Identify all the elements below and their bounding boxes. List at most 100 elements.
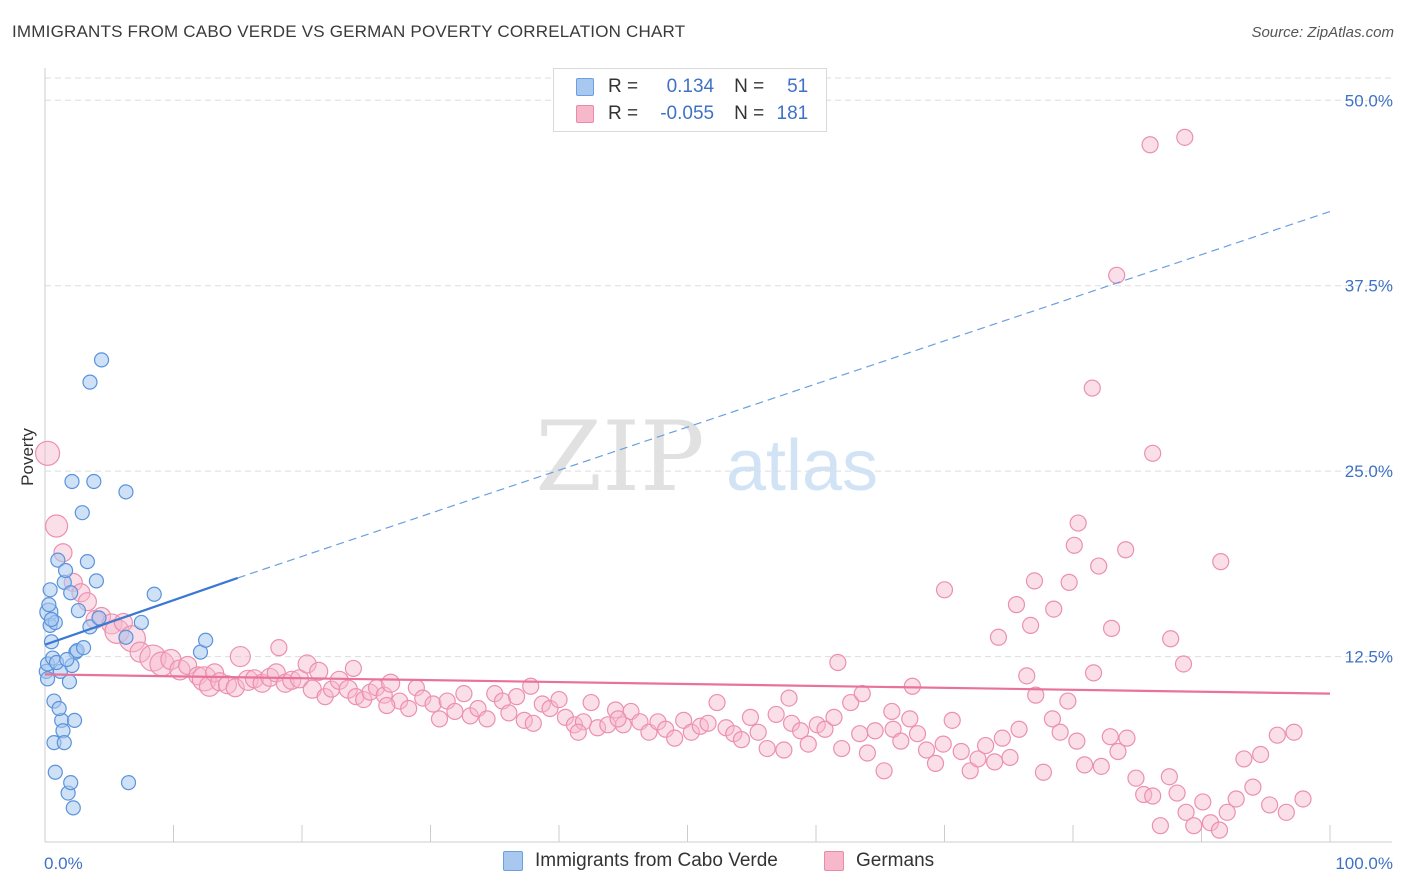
legend-r-label: R = — [608, 103, 639, 124]
data-point-cabo-verde — [118, 629, 134, 645]
data-point-germans — [825, 708, 843, 726]
data-point-germans — [926, 754, 945, 772]
data-point-germans — [1174, 655, 1193, 673]
data-point-germans — [400, 699, 418, 718]
y-axis-label: Poverty — [18, 428, 37, 486]
data-point-germans — [993, 729, 1011, 747]
data-point-germans — [478, 710, 496, 728]
legend-row-germans: R = -0.055 N = 181 — [576, 102, 808, 126]
data-point-cabo-verde — [91, 610, 107, 626]
data-point-germans — [833, 739, 851, 758]
data-point-germans — [1010, 720, 1028, 738]
data-point-germans — [799, 735, 817, 753]
data-point-germans — [917, 741, 936, 759]
data-point-germans — [1027, 686, 1045, 704]
data-point-germans — [1069, 514, 1087, 532]
data-point-germans — [1235, 750, 1253, 768]
data-point-germans — [749, 723, 767, 741]
data-point-germans — [1034, 763, 1053, 781]
data-point-germans — [858, 744, 877, 762]
data-point-germans — [842, 693, 860, 712]
legend-n-label: N = — [734, 76, 765, 97]
data-point-germans — [1060, 573, 1078, 591]
data-point-germans — [424, 695, 442, 713]
data-point-germans — [1176, 128, 1194, 146]
data-point-germans — [282, 670, 302, 690]
data-point-germans — [569, 723, 587, 741]
data-point-germans — [455, 685, 473, 703]
legend-swatch-blue — [576, 78, 594, 96]
data-point-germans — [977, 736, 995, 755]
data-point-cabo-verde — [47, 764, 63, 780]
data-point-germans — [541, 699, 559, 718]
data-point-cabo-verde — [120, 775, 137, 791]
data-point-germans — [1210, 821, 1229, 839]
x-tick-label-max: 100.0% — [1335, 854, 1393, 873]
data-point-cabo-verde — [51, 700, 67, 717]
data-point-cabo-verde — [50, 552, 66, 568]
trend-line-cabo-verde-extended — [237, 210, 1331, 579]
data-point-germans — [1021, 616, 1040, 635]
data-point-germans — [767, 705, 785, 724]
data-point-germans — [1001, 748, 1019, 767]
data-point-germans — [986, 753, 1004, 771]
bottom-legend-label: Germans — [856, 850, 935, 871]
data-point-cabo-verde — [63, 585, 79, 601]
data-point-germans — [1084, 664, 1103, 682]
data-point-germans — [901, 710, 919, 728]
data-point-germans — [1244, 778, 1262, 796]
data-point-germans — [500, 704, 518, 722]
data-point-germans — [1075, 756, 1094, 774]
data-point-germans — [1285, 723, 1303, 741]
data-point-germans — [1065, 536, 1083, 554]
data-point-germans — [430, 710, 449, 728]
data-point-cabo-verde — [86, 473, 102, 490]
data-point-germans — [666, 729, 684, 747]
data-point-germans — [1218, 803, 1236, 821]
data-point-germans — [1277, 803, 1295, 821]
cabo-verde-points — [38, 352, 214, 816]
bottom-legend-cabo-verde: Immigrants from Cabo Verde — [503, 850, 778, 872]
data-point-germans — [675, 711, 693, 729]
data-point-germans — [961, 762, 979, 780]
watermark-zip: ZIP — [535, 401, 704, 513]
correlation-legend: R = 0.134 N = 51 R = -0.055 N = 181 — [553, 68, 827, 132]
data-point-germans — [1051, 723, 1069, 741]
germans-points — [34, 128, 1312, 839]
data-point-germans — [414, 689, 432, 707]
data-point-germans — [550, 690, 568, 709]
data-point-germans — [1151, 817, 1169, 835]
data-point-cabo-verde — [43, 611, 60, 628]
data-point-germans — [381, 673, 401, 693]
data-point-cabo-verde — [88, 573, 105, 589]
data-point-germans — [1083, 379, 1101, 397]
data-point-germans — [1177, 803, 1195, 821]
data-point-germans — [732, 731, 751, 749]
data-point-germans — [1160, 768, 1178, 786]
data-point-germans — [378, 696, 396, 715]
data-point-germans — [816, 720, 834, 738]
axes — [44, 68, 1392, 843]
data-point-germans — [908, 725, 927, 743]
data-point-germans — [507, 688, 526, 706]
gridlines — [45, 77, 1392, 658]
data-point-cabo-verde — [59, 651, 75, 668]
data-point-germans — [935, 581, 954, 599]
data-point-germans — [1294, 790, 1312, 808]
data-point-germans — [1141, 136, 1159, 154]
data-point-cabo-verde — [82, 374, 98, 390]
data-point-germans — [892, 732, 910, 750]
data-point-germans — [1045, 600, 1063, 618]
legend-swatch-pink — [576, 105, 594, 123]
data-point-germans — [853, 685, 871, 703]
data-point-cabo-verde — [70, 602, 87, 619]
data-point-germans — [297, 654, 317, 674]
data-point-germans — [682, 723, 700, 741]
legend-r-value: -0.055 — [660, 103, 715, 124]
data-point-cabo-verde — [198, 632, 214, 648]
data-point-germans — [1092, 757, 1110, 775]
data-point-germans — [609, 710, 627, 728]
data-point-germans — [588, 719, 607, 737]
data-point-germans — [829, 653, 847, 672]
